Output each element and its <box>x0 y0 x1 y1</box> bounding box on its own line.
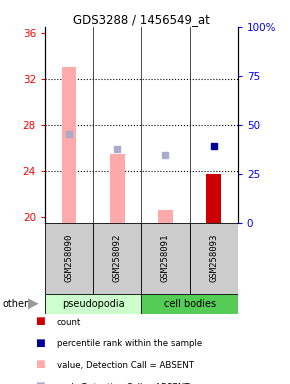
Text: value, Detection Call = ABSENT: value, Detection Call = ABSENT <box>57 361 193 370</box>
Bar <box>93 223 142 294</box>
Text: GSM258091: GSM258091 <box>161 234 170 282</box>
Text: cell bodies: cell bodies <box>164 299 216 309</box>
Text: ■: ■ <box>35 338 45 348</box>
Text: pseudopodia: pseudopodia <box>62 299 124 309</box>
Text: count: count <box>57 318 81 326</box>
Bar <box>142 223 190 294</box>
Bar <box>45 294 142 314</box>
Text: GSM258090: GSM258090 <box>65 234 74 282</box>
Text: ■: ■ <box>35 381 45 384</box>
Text: other: other <box>3 299 29 309</box>
Bar <box>45 223 93 294</box>
Bar <box>190 223 238 294</box>
Title: GDS3288 / 1456549_at: GDS3288 / 1456549_at <box>73 13 210 26</box>
Text: GSM258092: GSM258092 <box>113 234 122 282</box>
Bar <box>158 210 173 223</box>
Bar <box>142 294 238 314</box>
Bar <box>206 174 221 223</box>
Bar <box>62 67 76 223</box>
Polygon shape <box>28 298 39 310</box>
Text: ■: ■ <box>35 359 45 369</box>
Text: rank, Detection Call = ABSENT: rank, Detection Call = ABSENT <box>57 383 189 384</box>
Text: ■: ■ <box>35 316 45 326</box>
Text: GSM258093: GSM258093 <box>209 234 218 282</box>
Bar <box>110 154 124 223</box>
Text: percentile rank within the sample: percentile rank within the sample <box>57 339 202 348</box>
